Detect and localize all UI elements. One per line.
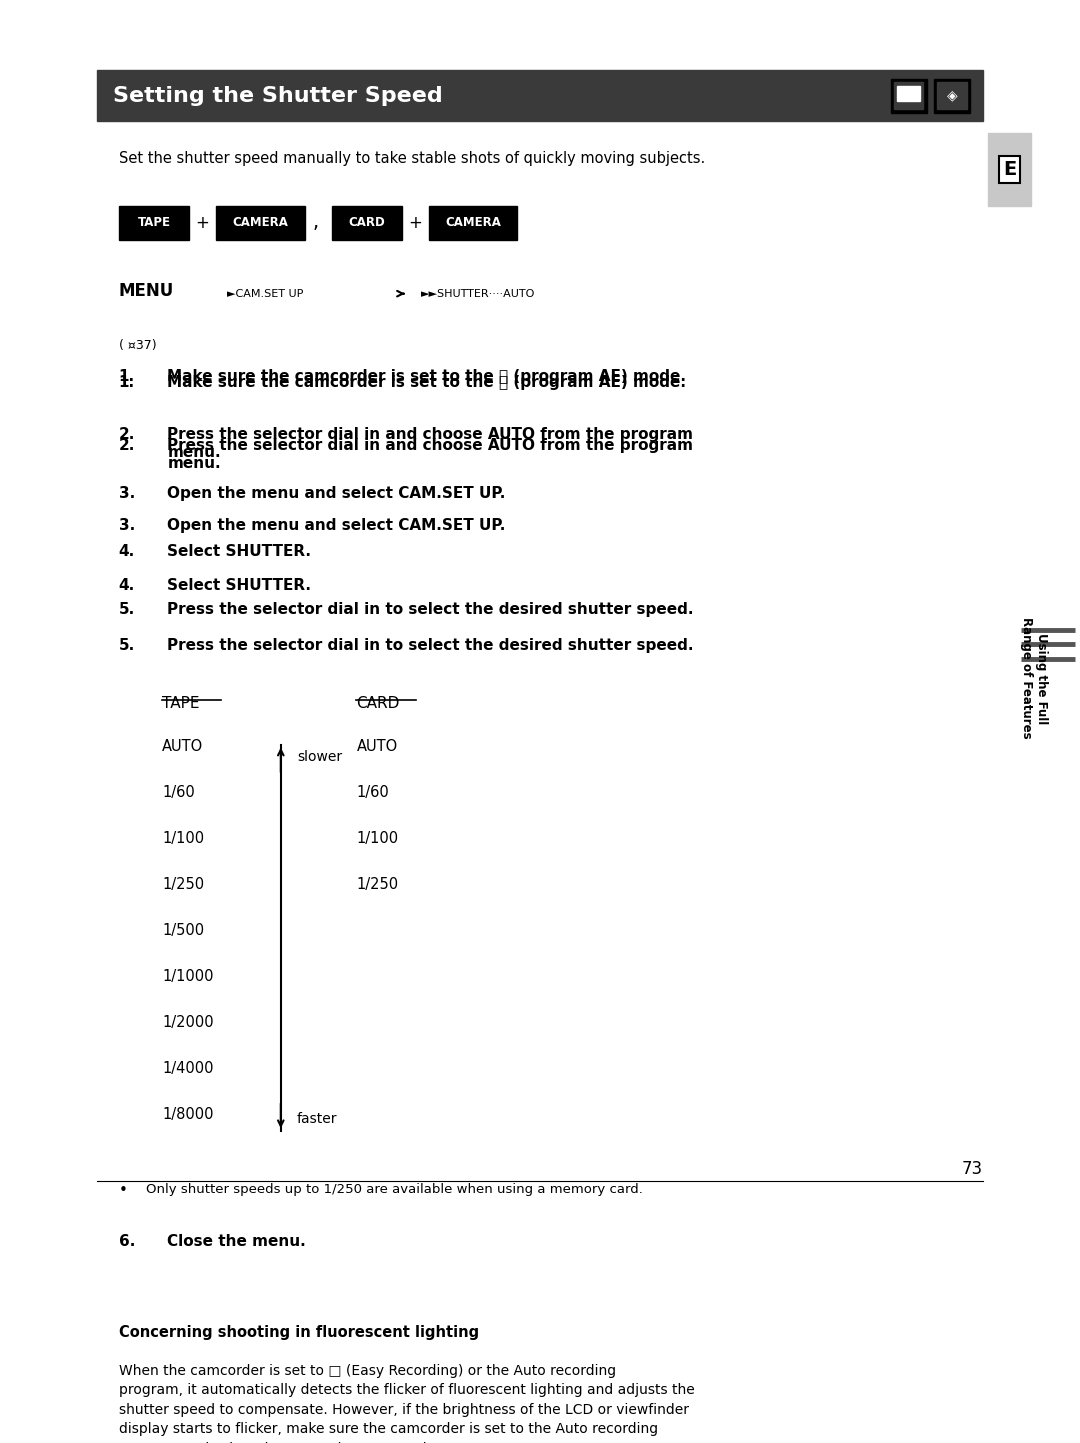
Text: CAMERA: CAMERA bbox=[445, 216, 501, 229]
Text: 1/60: 1/60 bbox=[162, 785, 194, 799]
Text: faster: faster bbox=[297, 1113, 337, 1126]
Bar bbox=[897, 87, 920, 101]
Text: CARD: CARD bbox=[356, 697, 400, 711]
Text: 1.: 1. bbox=[119, 375, 135, 391]
Text: ,: , bbox=[312, 214, 319, 232]
Text: 4.: 4. bbox=[119, 544, 135, 558]
Bar bbox=[216, 206, 305, 240]
Text: 1/4000: 1/4000 bbox=[162, 1061, 214, 1076]
Bar bbox=[891, 79, 927, 113]
Bar bbox=[119, 206, 189, 240]
Text: CARD: CARD bbox=[348, 216, 386, 229]
Text: 6.: 6. bbox=[119, 1234, 135, 1250]
Bar bbox=[937, 82, 967, 110]
Text: Setting the Shutter Speed: Setting the Shutter Speed bbox=[113, 85, 443, 105]
Text: ►►SHUTTER····AUTO: ►►SHUTTER····AUTO bbox=[421, 289, 536, 299]
Text: 1/1000: 1/1000 bbox=[162, 968, 214, 984]
Text: Press the selector dial in and choose AUTO from the program
menu.: Press the selector dial in and choose AU… bbox=[167, 439, 693, 470]
Text: CAMERA: CAMERA bbox=[232, 216, 288, 229]
Text: Press the selector dial in to select the desired shutter speed.: Press the selector dial in to select the… bbox=[167, 638, 693, 654]
Text: Open the menu and select CAM.SET UP.: Open the menu and select CAM.SET UP. bbox=[167, 518, 505, 534]
Bar bbox=[988, 133, 1031, 206]
Text: TAPE: TAPE bbox=[137, 216, 171, 229]
Text: When the camcorder is set to □ (Easy Recording) or the Auto recording
program, i: When the camcorder is set to □ (Easy Rec… bbox=[119, 1364, 694, 1443]
Text: 1/2000: 1/2000 bbox=[162, 1014, 214, 1030]
Bar bbox=[934, 79, 970, 113]
Text: Concerning shooting in fluorescent lighting: Concerning shooting in fluorescent light… bbox=[119, 1325, 478, 1341]
Text: 2.: 2. bbox=[119, 427, 135, 443]
Text: 1/8000: 1/8000 bbox=[162, 1107, 214, 1121]
Text: 2.: 2. bbox=[119, 439, 135, 453]
Text: 1/500: 1/500 bbox=[162, 922, 204, 938]
Bar bbox=[332, 206, 402, 240]
Text: ◈: ◈ bbox=[947, 88, 957, 102]
Text: 3.: 3. bbox=[119, 486, 135, 501]
Text: 1/250: 1/250 bbox=[356, 877, 399, 892]
Text: Open the menu and select CAM.SET UP.: Open the menu and select CAM.SET UP. bbox=[167, 486, 505, 501]
Text: E: E bbox=[1003, 160, 1016, 179]
Text: MENU: MENU bbox=[119, 281, 174, 300]
Text: 1.: 1. bbox=[119, 369, 135, 384]
Bar bbox=[410, 260, 605, 328]
Text: Make sure the camcorder is set to the Ⓟ (program AE) mode.: Make sure the camcorder is set to the Ⓟ … bbox=[167, 375, 687, 391]
Text: AUTO: AUTO bbox=[162, 739, 203, 753]
Text: Using the Full
Range of Features: Using the Full Range of Features bbox=[1020, 618, 1048, 739]
Text: 1/100: 1/100 bbox=[356, 831, 399, 846]
Text: •: • bbox=[119, 1183, 127, 1198]
Text: +: + bbox=[408, 214, 421, 232]
Text: Make sure the camcorder is set to the Ⓟ (program AE) mode.: Make sure the camcorder is set to the Ⓟ … bbox=[167, 369, 687, 384]
Text: Select SHUTTER.: Select SHUTTER. bbox=[167, 577, 311, 593]
Text: ►CAM.SET UP: ►CAM.SET UP bbox=[227, 289, 303, 299]
Text: 1/60: 1/60 bbox=[356, 785, 389, 799]
Text: 4.: 4. bbox=[119, 577, 135, 593]
Text: slower: slower bbox=[297, 750, 342, 763]
Text: Press the selector dial in and choose AUTO from the program
menu.: Press the selector dial in and choose AU… bbox=[167, 427, 693, 460]
Text: Select SHUTTER.: Select SHUTTER. bbox=[167, 544, 311, 558]
Text: Press the selector dial in to select the desired shutter speed.: Press the selector dial in to select the… bbox=[167, 602, 693, 616]
Bar bbox=[216, 260, 400, 328]
Bar bbox=[894, 82, 923, 110]
Text: Set the shutter speed manually to take stable shots of quickly moving subjects.: Set the shutter speed manually to take s… bbox=[119, 152, 705, 166]
Text: +: + bbox=[195, 214, 208, 232]
Text: 1/250: 1/250 bbox=[162, 877, 204, 892]
Text: 5.: 5. bbox=[119, 602, 135, 616]
Text: 5.: 5. bbox=[119, 638, 135, 654]
Text: 73: 73 bbox=[961, 1160, 983, 1177]
Text: AUTO: AUTO bbox=[356, 739, 397, 753]
Text: 1/100: 1/100 bbox=[162, 831, 204, 846]
Text: TAPE: TAPE bbox=[162, 697, 200, 711]
Bar bbox=[429, 206, 517, 240]
Bar bbox=[97, 71, 983, 121]
Text: Only shutter speeds up to 1/250 are available when using a memory card.: Only shutter speeds up to 1/250 are avai… bbox=[146, 1183, 643, 1196]
Text: ( ¤37): ( ¤37) bbox=[119, 339, 157, 352]
Text: 3.: 3. bbox=[119, 518, 135, 534]
Text: Close the menu.: Close the menu. bbox=[167, 1234, 306, 1250]
